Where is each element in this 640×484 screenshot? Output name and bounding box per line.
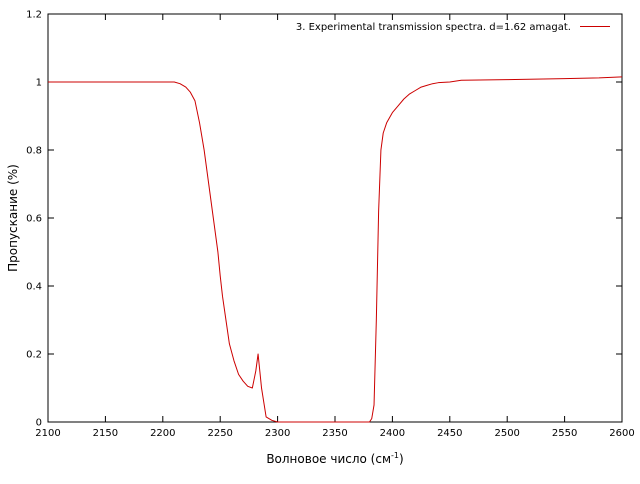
x-tick-label: 2150 [93, 428, 118, 439]
legend-entry-label: 3. Experimental transmission spectra. d=… [296, 22, 571, 33]
x-tick-label: 2300 [265, 428, 290, 439]
x-tick-label: 2200 [150, 428, 175, 439]
series-layer [48, 76, 623, 423]
plot-frame [47, 13, 623, 423]
y-tick-label: 0 [36, 418, 42, 429]
ticks-layer: 2100 2150 2200 2250 2300 2350 2400 2450 2500 2550… [26, 10, 635, 440]
x-tick-label: 2600 [609, 428, 634, 439]
x-tick-label: 2400 [380, 428, 405, 439]
x-tick-label: 2500 [494, 428, 519, 439]
x-tick-label: 2250 [207, 428, 232, 439]
y-tick-label: 0.2 [26, 350, 42, 361]
x-tick-label: 2100 [35, 428, 60, 439]
x-tick-label: 2450 [437, 428, 462, 439]
y-axis-label: Пропускание (%) [6, 164, 20, 272]
x-axis-label: Волновое число (см-1) [266, 451, 403, 466]
legend: 3. Experimental transmission spectra. d=… [296, 22, 610, 33]
y-tick-label: 0.4 [26, 282, 42, 293]
x-axis-label-suffix: ) [399, 452, 404, 466]
x-axis-label-sup: -1 [391, 451, 399, 460]
y-tick-label: 1 [36, 78, 42, 89]
y-tick-label: 0.6 [26, 214, 42, 225]
x-tick-label: 2350 [322, 428, 347, 439]
x-tick-label: 2550 [552, 428, 577, 439]
y-tick-label: 1.2 [26, 10, 42, 21]
y-tick-label: 0.8 [26, 146, 42, 157]
series-line-0 [48, 76, 623, 423]
